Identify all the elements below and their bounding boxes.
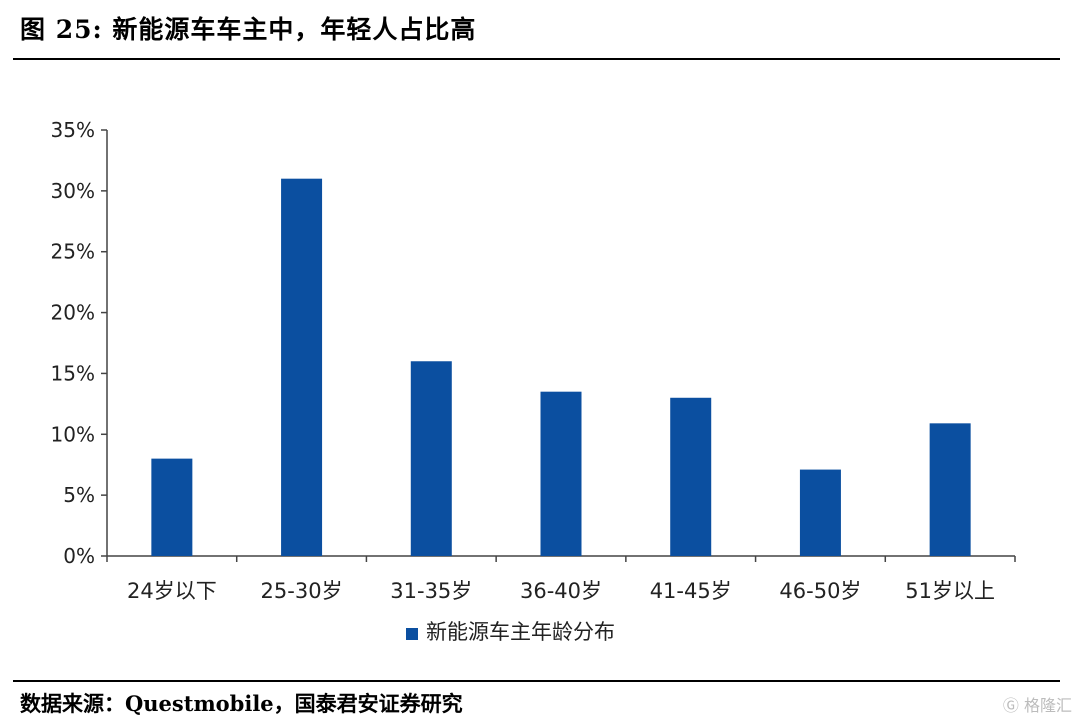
- bar: [410, 361, 452, 556]
- legend-label: 新能源车主年龄分布: [426, 620, 615, 644]
- x-tick-label: 31-35岁: [390, 579, 472, 603]
- y-tick-label: 0%: [63, 544, 95, 568]
- bar: [929, 423, 971, 556]
- figure-title: 图 25: 新能源车车主中，年轻人占比高: [20, 15, 477, 44]
- y-tick-label: 25%: [51, 240, 95, 264]
- y-tick-label: 10%: [51, 422, 95, 446]
- x-tick-label: 25-30岁: [261, 579, 343, 603]
- y-tick-label: 35%: [51, 118, 95, 142]
- watermark-text: 格隆汇: [1023, 696, 1072, 715]
- watermark-icon: Ⓖ: [1002, 696, 1019, 715]
- x-axis: 24岁以下 25-30岁 31-35岁 36-40岁 41-45岁 46-50岁 51岁以上: [106, 555, 1016, 603]
- x-tick-label: 36-40岁: [520, 579, 602, 603]
- x-tick-label: 24岁以下: [127, 579, 217, 603]
- x-tick-label: 46-50岁: [779, 579, 861, 603]
- y-tick-label: 30%: [51, 179, 95, 203]
- bar: [670, 397, 712, 556]
- bar-chart: 0% 5% 10% 15% 20% 25% 30% 35% 24岁以下 25-30岁 31-35岁…: [51, 118, 1016, 644]
- legend: 新能源车主年龄分布: [406, 620, 615, 644]
- legend-swatch: [406, 628, 418, 640]
- y-axis: 0% 5% 10% 15% 20% 25% 30% 35%: [51, 118, 108, 568]
- bar: [281, 178, 323, 556]
- y-tick-label: 15%: [51, 361, 95, 385]
- bars: [151, 178, 971, 556]
- y-tick-label: 5%: [63, 483, 95, 507]
- x-tick-label: 51岁以上: [905, 579, 995, 603]
- title-rule: [13, 58, 1060, 60]
- y-tick-label: 20%: [51, 301, 95, 325]
- bar: [540, 391, 582, 556]
- x-tick-label: 41-45岁: [650, 579, 732, 603]
- footer-rule: [13, 680, 1060, 682]
- bar: [151, 458, 193, 556]
- watermark-logo: Ⓖ 格隆汇: [1003, 692, 1072, 716]
- bar: [799, 469, 841, 556]
- source-note: 数据来源：Questmobile，国泰君安证券研究: [20, 691, 463, 716]
